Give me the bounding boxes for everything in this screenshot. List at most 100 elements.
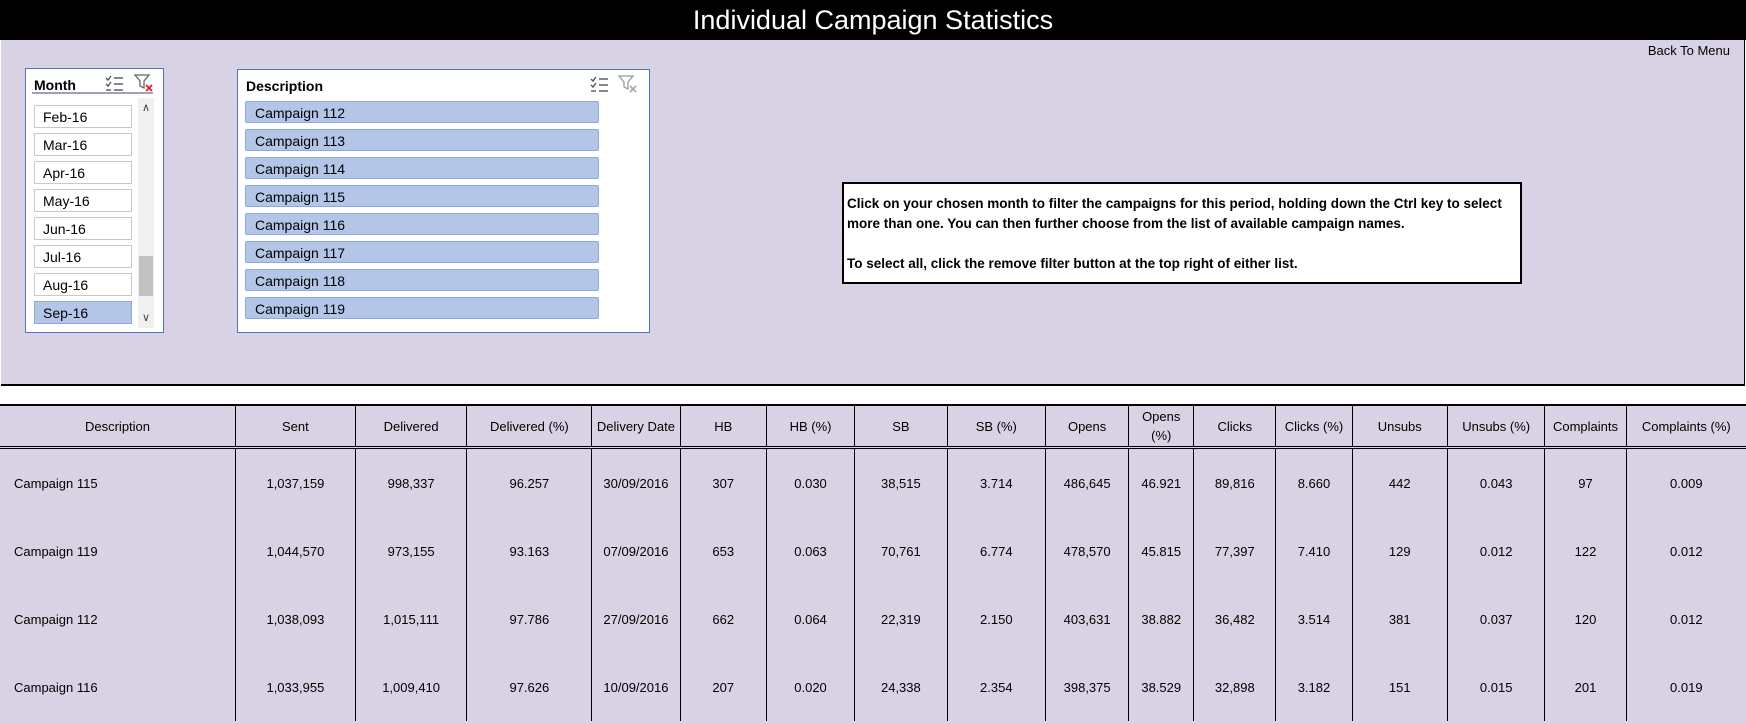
table-cell: Campaign 115	[14, 475, 98, 491]
column-header[interactable]: Delivered (%)	[466, 404, 592, 449]
table-cell: 1,037,159	[235, 447, 356, 517]
column-header[interactable]: SB	[854, 404, 948, 449]
table-cell: 1,038,093	[235, 585, 356, 653]
month-scrollbar[interactable]: ∧ ∨	[138, 98, 154, 328]
table-cell: 32,898	[1193, 653, 1276, 721]
table-cell: 3.182	[1275, 653, 1353, 721]
table-cell: 89,816	[1193, 447, 1276, 517]
table-cell: 1,009,410	[354, 653, 467, 721]
table-cell: 0.043	[1446, 447, 1545, 517]
table-cell: 0.037	[1446, 585, 1545, 653]
instructions-box: Click on your chosen month to filter the…	[842, 182, 1522, 284]
table-cell: 653	[679, 517, 767, 585]
month-item[interactable]: May-16	[34, 189, 132, 212]
table-row: Campaign 115 1,037,159 998,337 96.257 30/09/…	[0, 447, 1746, 517]
table-cell: 129	[1351, 517, 1448, 585]
description-item[interactable]: Campaign 118	[245, 269, 599, 291]
table-cell: 0.015	[1446, 653, 1545, 721]
table-cell: Campaign 112	[14, 611, 98, 627]
column-header[interactable]: Opens	[1045, 404, 1129, 449]
description-item[interactable]: Campaign 113	[245, 129, 599, 151]
table-cell: 486,645	[1045, 447, 1129, 517]
table-cell: 442	[1351, 447, 1448, 517]
description-item[interactable]: Campaign 116	[245, 213, 599, 235]
table-cell: 77,397	[1193, 517, 1276, 585]
column-header[interactable]: Opens (%)	[1128, 404, 1194, 449]
table-cell: 0.012	[1625, 517, 1746, 585]
table-cell: 96.257	[466, 447, 592, 517]
table-cell: 0.064	[765, 585, 855, 653]
description-item[interactable]: Campaign 115	[245, 185, 599, 207]
description-item[interactable]: Campaign 117	[245, 241, 599, 263]
table-cell: 207	[679, 653, 767, 721]
table-cell: 70,761	[854, 517, 948, 585]
description-item[interactable]: Campaign 112	[245, 101, 599, 123]
table-cell: 97.626	[466, 653, 592, 721]
multi-select-icon[interactable]	[588, 73, 610, 95]
slicer-separator	[32, 92, 153, 94]
table-cell: 0.030	[765, 447, 855, 517]
column-header[interactable]: Delivery Date	[591, 404, 681, 449]
filter-panel: Back To Menu Month Feb-16 Mar-16 Apr-16 May…	[1, 40, 1745, 386]
description-item[interactable]: Campaign 114	[245, 157, 599, 179]
month-item[interactable]: Jun-16	[34, 217, 132, 240]
table-cell: 45.815	[1128, 517, 1194, 585]
table-cell: 46.921	[1128, 447, 1194, 517]
table-cell: 07/09/2016	[591, 517, 681, 585]
column-header[interactable]: Complaints (%)	[1625, 404, 1746, 449]
table-cell: 381	[1351, 585, 1448, 653]
column-header[interactable]: Unsubs (%)	[1446, 404, 1545, 449]
column-header[interactable]: Delivered	[354, 404, 467, 449]
table-cell: 403,631	[1045, 585, 1129, 653]
table-cell: 0.019	[1625, 653, 1746, 721]
table-cell: 2.354	[946, 653, 1046, 721]
table-cell: 93.163	[466, 517, 592, 585]
table-cell: 1,015,111	[354, 585, 467, 653]
instructions-text: Click on your chosen month to filter the…	[847, 196, 1502, 231]
month-item[interactable]: Jul-16	[34, 245, 132, 268]
table-header-row: Description Sent Delivered Delivered (%) Del…	[0, 404, 1746, 449]
table-cell: 22,319	[854, 585, 948, 653]
table-cell: 3.514	[1275, 585, 1353, 653]
instructions-text-select-all: To select all, click the remove filter b…	[847, 256, 1298, 271]
table-row: Campaign 112 1,038,093 1,015,111 97.786 27/0…	[0, 585, 1746, 653]
table-cell: 8.660	[1275, 447, 1353, 517]
column-header[interactable]: HB	[679, 404, 767, 449]
month-item[interactable]: Aug-16	[34, 273, 132, 296]
table-cell: 30/09/2016	[591, 447, 681, 517]
table-cell: 36,482	[1193, 585, 1276, 653]
back-to-menu-link[interactable]: Back To Menu	[1647, 43, 1730, 58]
clear-filter-icon[interactable]	[617, 73, 639, 95]
month-slicer-header: Month	[26, 69, 163, 100]
description-item[interactable]: Campaign 119	[245, 297, 599, 319]
scroll-down-icon[interactable]: ∨	[141, 312, 151, 324]
table-cell: 151	[1351, 653, 1448, 721]
table-cell: 97.786	[466, 585, 592, 653]
month-item[interactable]: Mar-16	[34, 133, 132, 156]
month-item[interactable]: Apr-16	[34, 161, 132, 184]
column-header[interactable]: Unsubs	[1351, 404, 1448, 449]
table-cell: 38,515	[854, 447, 948, 517]
table-cell: 478,570	[1045, 517, 1129, 585]
month-item[interactable]: Feb-16	[34, 105, 132, 128]
table-cell: 2.150	[946, 585, 1046, 653]
clear-filter-icon[interactable]	[133, 72, 155, 94]
table-cell: 38.882	[1128, 585, 1194, 653]
multi-select-icon[interactable]	[103, 72, 125, 94]
table-row: Campaign 119 1,044,570 973,155 93.163 07/09/…	[0, 517, 1746, 585]
table-cell: 0.063	[765, 517, 855, 585]
column-header[interactable]: SB (%)	[946, 404, 1046, 449]
table-cell: 1,044,570	[235, 517, 356, 585]
table-cell: 1,033,955	[235, 653, 356, 721]
table-cell: 3.714	[946, 447, 1046, 517]
column-header[interactable]: HB (%)	[765, 404, 855, 449]
table-cell: 398,375	[1045, 653, 1129, 721]
column-header[interactable]: Sent	[235, 404, 356, 449]
column-header[interactable]: Clicks (%)	[1275, 404, 1353, 449]
column-header[interactable]: Clicks	[1193, 404, 1276, 449]
scroll-up-icon[interactable]: ∧	[141, 102, 151, 114]
scroll-thumb[interactable]	[139, 256, 153, 296]
column-header[interactable]: Description	[0, 404, 236, 449]
column-header[interactable]: Complaints	[1544, 404, 1627, 449]
month-item[interactable]: Sep-16	[34, 301, 132, 324]
